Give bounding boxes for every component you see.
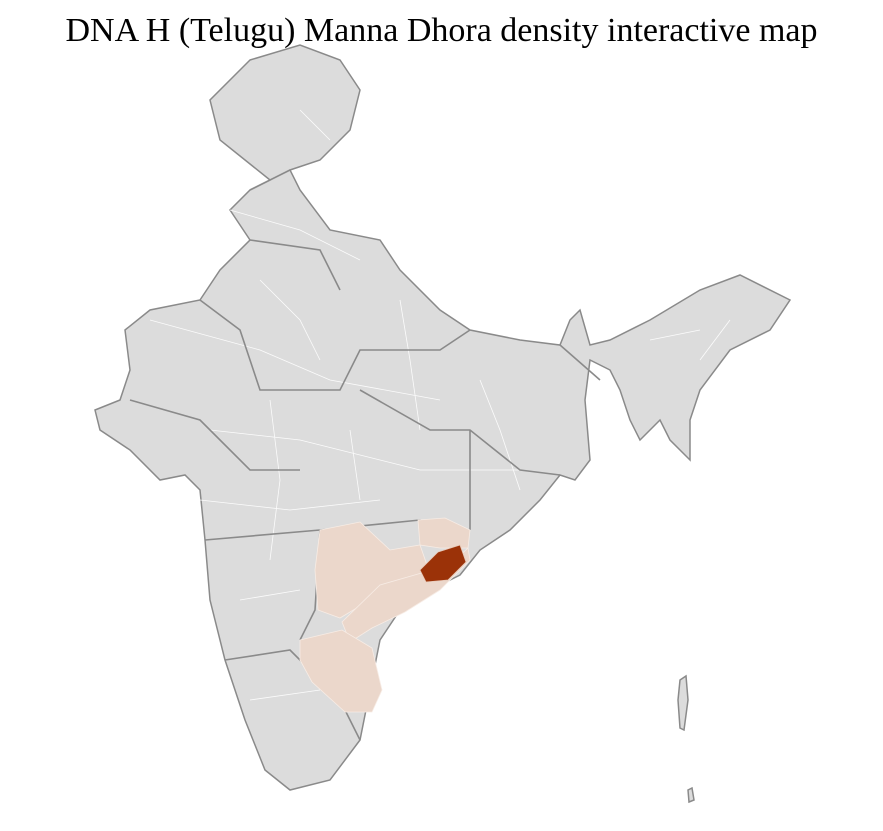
country-shape [94, 44, 792, 804]
india-outline[interactable] [94, 44, 792, 791]
map-title: DNA H (Telugu) Manna Dhora density inter… [65, 12, 818, 49]
region-south-odisha[interactable] [417, 517, 471, 549]
district-borders [149, 109, 731, 701]
region-rayalaseema[interactable] [299, 629, 383, 713]
andaman-islands[interactable] [677, 674, 695, 804]
region-visakhapatnam-vizianagaram[interactable] [419, 544, 467, 583]
density-regions [299, 517, 471, 713]
